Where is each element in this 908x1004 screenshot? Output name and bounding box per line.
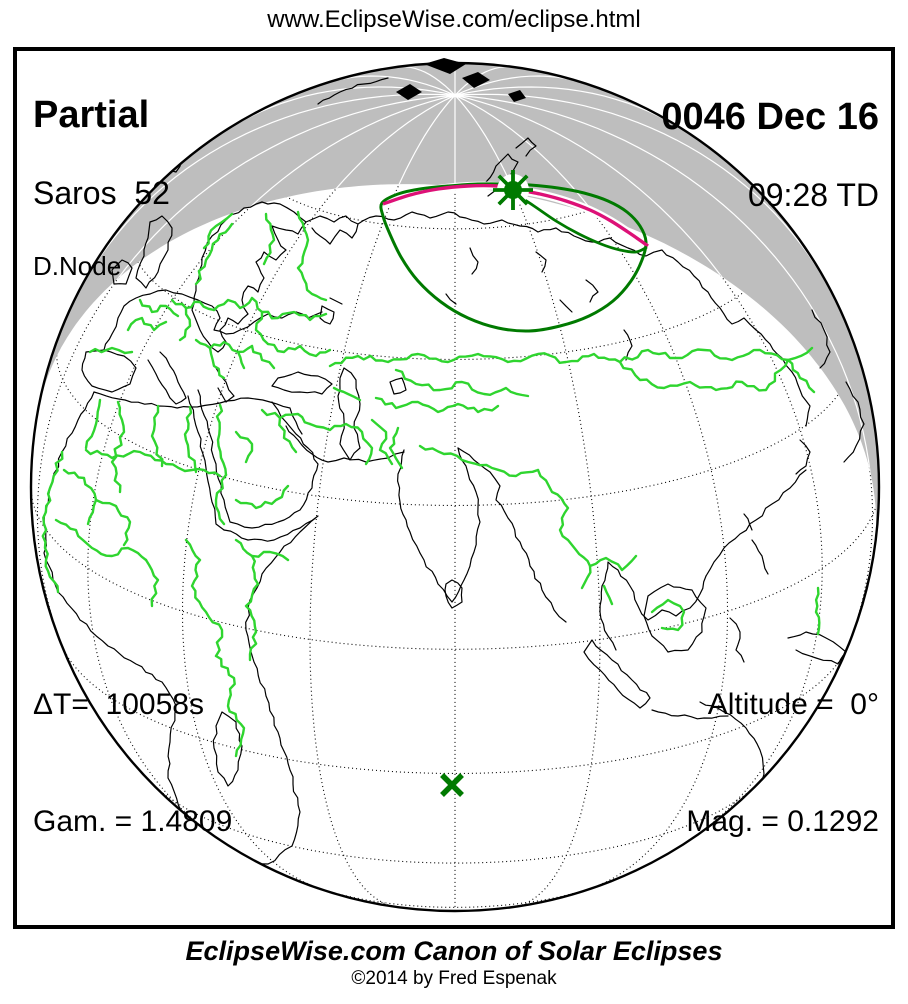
eclipse-type-label: Partial <box>33 93 150 136</box>
gamma-label: Gam. = 1.4809 <box>33 805 233 838</box>
eclipse-type-block: Partial Saros 52 D.Node <box>33 55 170 319</box>
greatest-eclipse-marker <box>493 170 533 210</box>
circumstance-block: Altitude = 0° Mag. = 0.1292 <box>686 607 879 919</box>
country-borders <box>41 210 821 758</box>
site-url: www.EclipseWise.com/eclipse.html <box>267 6 641 33</box>
eclipse-curves <box>379 181 651 333</box>
copyright: ©2014 by Fred Espenak <box>351 968 557 989</box>
coastlines <box>43 77 865 865</box>
eclipse-date-block: 0046 Dec 16 09:28 TD <box>661 57 879 253</box>
globe-disk <box>31 63 879 911</box>
max-eclipse-at-horizon <box>382 183 649 248</box>
delta-t-block: ΔT= 10058s Gam. = 1.4809 <box>33 607 232 919</box>
eclipse-date-label: 0046 Dec 16 <box>661 95 879 138</box>
canon-title: EclipseWise.com Canon of Solar Eclipses <box>185 936 723 966</box>
eclipse-time-label: 09:28 TD <box>747 177 879 214</box>
delta-t-label: ΔT= 10058s <box>33 688 204 721</box>
globe-limb <box>29 61 881 913</box>
saros-label: Saros 52 <box>33 175 170 212</box>
subsolar-marker <box>440 773 464 797</box>
magnitude-label: Mag. = 0.1292 <box>686 805 879 838</box>
node-label: D.Node <box>33 250 122 281</box>
eclipse-inner-limit <box>513 191 648 254</box>
eclipse-map <box>29 58 881 913</box>
eclipse-outer-limit <box>379 182 648 333</box>
map-frame: Partial Saros 52 D.Node 0046 Dec 16 09:2… <box>13 47 895 929</box>
night-region <box>36 63 879 553</box>
altitude-label: Altitude = 0° <box>707 688 879 721</box>
